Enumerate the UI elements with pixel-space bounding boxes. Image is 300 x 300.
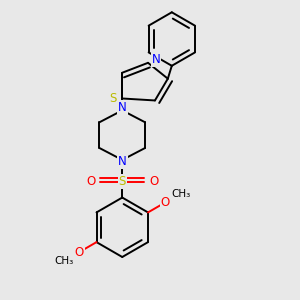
Text: S: S	[118, 175, 126, 188]
Text: CH₃: CH₃	[54, 256, 74, 266]
Text: O: O	[75, 245, 84, 259]
Text: O: O	[149, 175, 159, 188]
Text: N: N	[118, 101, 127, 114]
Text: O: O	[86, 175, 95, 188]
Text: N: N	[152, 53, 160, 66]
Text: CH₃: CH₃	[171, 189, 190, 199]
Text: N: N	[118, 155, 127, 168]
Text: S: S	[110, 92, 117, 105]
Text: O: O	[160, 196, 170, 209]
